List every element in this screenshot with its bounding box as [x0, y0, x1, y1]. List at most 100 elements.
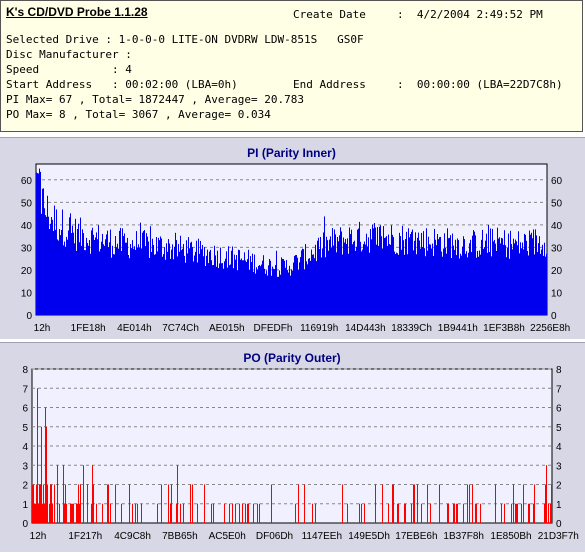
- y-tick-label-left: 30: [21, 243, 33, 254]
- po-summary: PO Max= 8 , Total= 3067 , Average= 0.034: [6, 108, 271, 121]
- data-bar: [327, 240, 328, 315]
- x-tick-label: 149E5Dh: [348, 531, 390, 542]
- data-bar: [177, 256, 178, 315]
- data-bar: [376, 244, 377, 315]
- data-bar: [153, 244, 154, 315]
- data-bar: [487, 252, 488, 315]
- data-bar: [182, 248, 183, 315]
- data-bar: [271, 275, 272, 315]
- data-bar: [263, 255, 264, 315]
- data-bar: [453, 503, 454, 523]
- data-bar: [342, 484, 343, 523]
- data-bar: [471, 252, 472, 315]
- data-bar: [103, 244, 104, 315]
- data-bar: [78, 223, 79, 315]
- data-bar: [462, 246, 463, 315]
- data-bar: [349, 227, 350, 315]
- data-bar: [276, 250, 277, 315]
- data-bar: [295, 503, 296, 523]
- data-bar: [392, 484, 393, 523]
- data-bar: [312, 254, 313, 315]
- data-bar: [206, 255, 207, 315]
- data-bar: [436, 245, 437, 315]
- data-bar: [100, 248, 101, 315]
- data-bar: [405, 503, 406, 523]
- data-bar: [407, 254, 408, 315]
- data-bar: [371, 239, 372, 315]
- data-bar: [481, 239, 482, 315]
- data-bar: [459, 258, 460, 315]
- y-tick-label-right: 50: [551, 198, 563, 209]
- data-bar: [47, 195, 48, 315]
- data-bar: [266, 270, 267, 315]
- data-bar: [307, 264, 308, 315]
- data-bar: [397, 503, 398, 523]
- data-bar: [272, 266, 273, 315]
- pi-chart: PI (Parity Inner) 0 0 10 10 20 20 30 30 40 40 50 50 6…: [21, 146, 570, 334]
- data-bar: [113, 254, 114, 315]
- data-bar: [497, 227, 498, 315]
- data-bar: [54, 205, 55, 315]
- data-bar: [209, 251, 210, 315]
- data-bar: [493, 241, 494, 315]
- data-bar: [431, 248, 432, 315]
- data-bar: [317, 240, 318, 315]
- data-bar: [325, 257, 326, 315]
- y-tick-label-right: 10: [551, 288, 563, 299]
- data-bar: [316, 261, 317, 315]
- speed: Speed : 4: [6, 63, 132, 76]
- data-bar: [392, 234, 393, 315]
- data-bar: [78, 484, 79, 523]
- data-bar: [323, 232, 324, 315]
- data-bar: [515, 239, 516, 315]
- data-bar: [517, 503, 518, 523]
- data-bar: [304, 269, 305, 315]
- data-bar: [315, 244, 316, 315]
- y-tick-label-left: 0: [22, 519, 28, 530]
- data-bar: [171, 484, 172, 523]
- data-bar: [495, 243, 496, 315]
- data-bar: [57, 239, 58, 315]
- data-bar: [443, 248, 444, 315]
- data-bar: [197, 503, 198, 523]
- data-bar: [124, 233, 125, 315]
- data-bar: [74, 243, 75, 315]
- data-bar: [260, 266, 261, 315]
- data-bar: [401, 249, 402, 315]
- data-bar: [126, 242, 127, 315]
- data-bar: [43, 484, 44, 523]
- data-bar: [514, 243, 515, 315]
- data-bar: [148, 241, 149, 315]
- data-bar: [529, 230, 530, 315]
- data-bar: [73, 503, 74, 523]
- data-bar: [421, 232, 422, 315]
- data-bar: [173, 259, 174, 315]
- data-bar: [290, 275, 291, 315]
- data-bar: [139, 247, 140, 315]
- data-bar: [258, 265, 259, 315]
- data-bar: [281, 257, 282, 315]
- data-bar: [137, 247, 138, 315]
- data-bar: [437, 233, 438, 315]
- data-bar: [394, 251, 395, 315]
- data-bar: [59, 229, 60, 315]
- data-bar: [147, 236, 148, 315]
- data-bar: [283, 258, 284, 315]
- data-bar: [434, 228, 435, 315]
- data-bar: [433, 256, 434, 315]
- data-bar: [151, 251, 152, 315]
- info-panel: K's CD/DVD Probe 1.1.28 Create Date : 4/…: [0, 0, 583, 132]
- data-bar: [460, 253, 461, 315]
- data-bar: [79, 503, 80, 523]
- data-bar: [359, 221, 360, 315]
- x-tick-label: 1B9441h: [438, 323, 478, 334]
- data-bar: [93, 234, 94, 315]
- y-tick-label-right: 3: [556, 461, 562, 472]
- data-bar: [60, 235, 61, 315]
- data-bar: [533, 229, 534, 315]
- data-bar: [507, 247, 508, 315]
- data-bar: [274, 269, 275, 315]
- data-bar: [87, 484, 88, 523]
- data-bar: [386, 236, 387, 315]
- data-bar: [414, 484, 415, 523]
